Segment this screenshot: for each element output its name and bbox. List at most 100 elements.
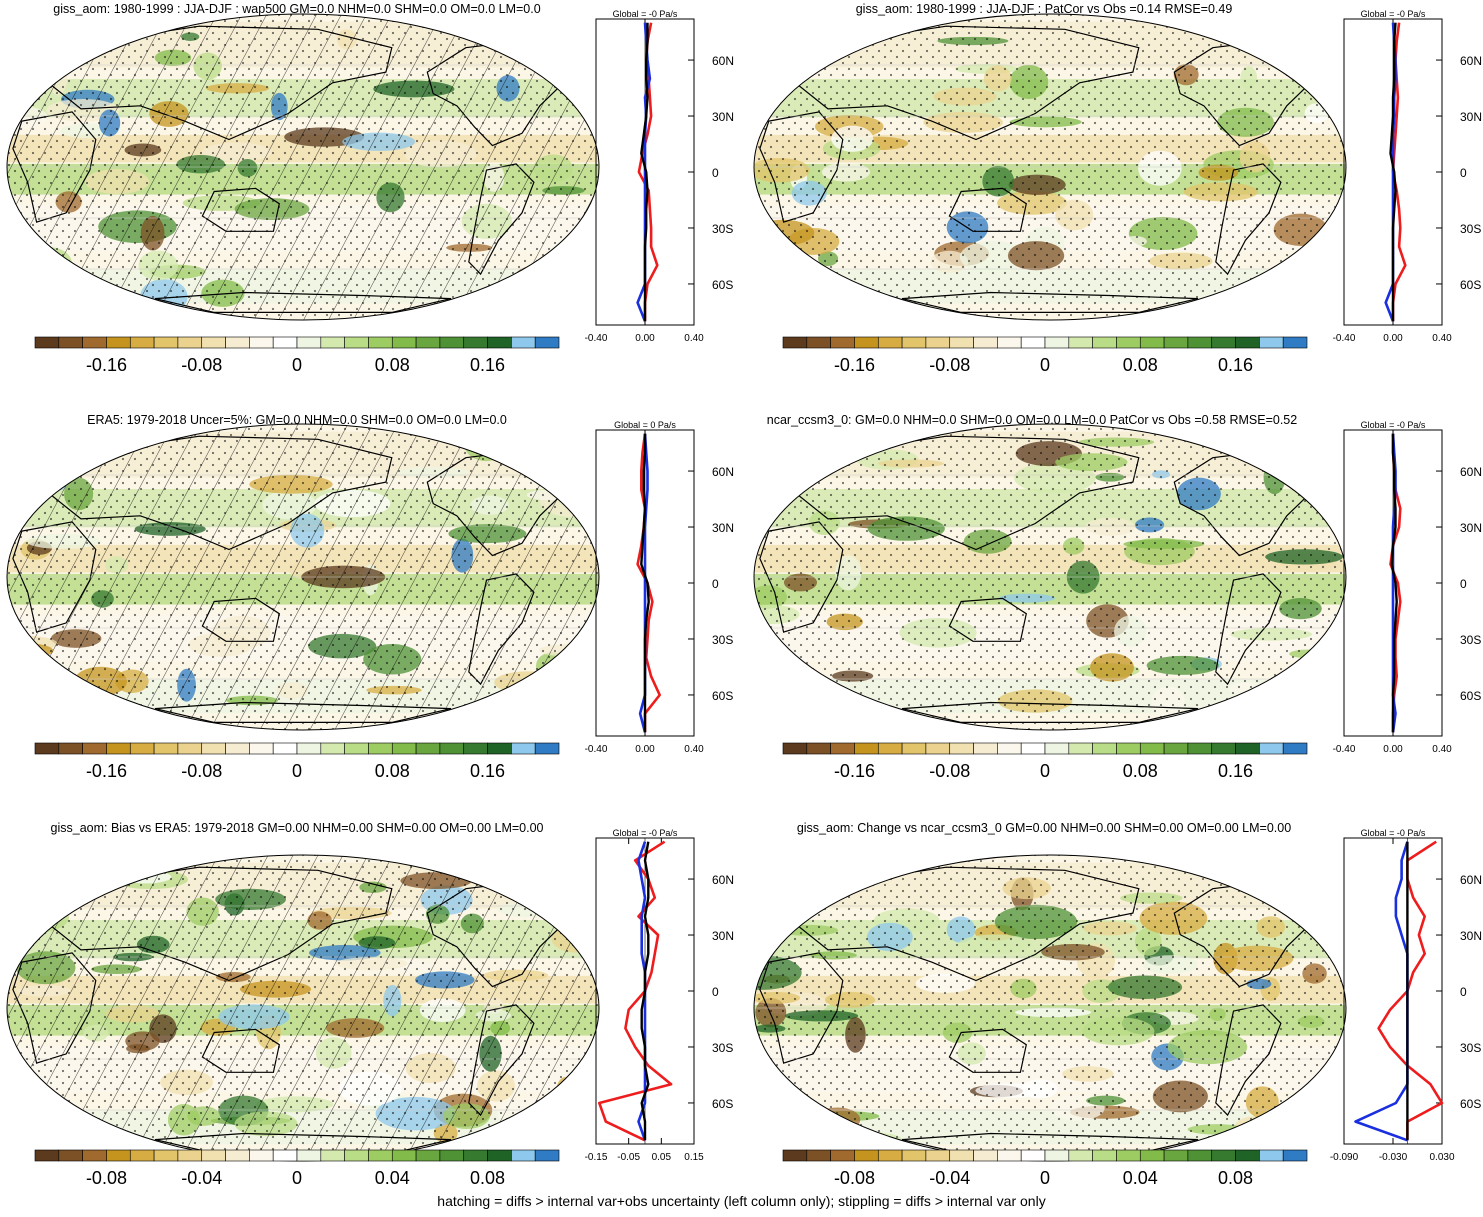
- zonal-profile: Global = -0 Pa/s -0.40 0.00 0.40 60N 30N 0 30S 6…: [1333, 9, 1482, 344]
- colorbar: -0.16 -0.08 0 0.08 0.16: [782, 336, 1308, 375]
- profile-lat-label: 30S: [712, 1041, 733, 1055]
- profile-xtick-label: -0.40: [1333, 744, 1356, 755]
- colorbar-swatch: [296, 742, 322, 755]
- colorbar-swatch: [177, 1149, 203, 1162]
- colorbar-label: 0.08: [375, 355, 410, 375]
- profile-series-black: [640, 22, 649, 322]
- colorbar-swatch: [877, 1149, 903, 1162]
- colorbar-label: -0.16: [86, 761, 127, 781]
- colorbar-label: 0.16: [470, 761, 505, 781]
- profile-lat-label: 30S: [712, 222, 733, 236]
- colorbar-swatch: [272, 336, 298, 349]
- field-blob: [64, 276, 93, 298]
- profile-lat-label: 30N: [1460, 521, 1482, 535]
- colorbar-label: -0.08: [181, 355, 222, 375]
- colorbar-swatch: [415, 742, 441, 755]
- colorbar-swatch: [830, 336, 855, 349]
- colorbar-swatch: [854, 336, 879, 349]
- profile-lat-label: 60S: [712, 1097, 733, 1111]
- field-blob: [774, 277, 791, 303]
- field-blob: [758, 855, 819, 887]
- field-blob: [576, 1133, 597, 1143]
- profile-lat-label: 60S: [712, 278, 733, 292]
- colorbar-swatch: [997, 742, 1022, 755]
- colorbar-label: 0.16: [470, 355, 505, 375]
- colorbar-swatch: [1235, 336, 1260, 349]
- profile-xtick-label: 0.40: [684, 333, 704, 344]
- field-blob: [1313, 1077, 1346, 1087]
- profile-xtick-label: -0.15: [585, 1152, 608, 1163]
- profile-xtick-label: 0.05: [652, 1152, 672, 1163]
- colorbar-label: -0.16: [834, 761, 875, 781]
- profile-xtick-label: -0.030: [1379, 1152, 1408, 1163]
- stipple-overlay: [754, 14, 1346, 320]
- colorbar-label: -0.04: [181, 1168, 222, 1188]
- colorbar-swatch: [201, 1149, 226, 1162]
- colorbar-swatch: [129, 742, 155, 755]
- profile-title: Global = -0 Pa/s: [613, 828, 678, 838]
- colorbar-swatch: [58, 336, 83, 349]
- colorbar: -0.08 -0.04 0 0.04 0.08: [34, 1149, 560, 1188]
- colorbar-swatch: [534, 336, 560, 349]
- colorbar-label: 0: [292, 761, 302, 781]
- colorbar-swatch: [34, 742, 60, 755]
- panel-6: giss_aom: Change vs ncar_ccsm3_0 GM=0.00…: [753, 821, 1482, 1188]
- colorbar-label: 0: [1040, 355, 1050, 375]
- hatch-overlay: [7, 855, 599, 1161]
- colorbar-swatch: [973, 1149, 998, 1162]
- colorbar-swatch: [177, 742, 203, 755]
- colorbar-label: 0.16: [1218, 355, 1253, 375]
- colorbar-swatch: [806, 1149, 831, 1162]
- colorbar-swatch: [201, 742, 226, 755]
- colorbar-swatch: [1211, 1149, 1236, 1162]
- colorbar-swatch: [1282, 336, 1308, 349]
- colorbar-swatch: [782, 742, 808, 755]
- colorbar-swatch: [415, 336, 441, 349]
- colorbar-swatch: [854, 742, 879, 755]
- profile-lat-label: 60N: [1460, 873, 1482, 887]
- profile-xtick-label: 0.00: [635, 744, 655, 755]
- profile-lat-label: 0: [1460, 985, 1467, 999]
- profile-series-black: [1390, 433, 1398, 733]
- profile-xtick-label: -0.40: [585, 333, 608, 344]
- profile-title: Global = -0 Pa/s: [613, 9, 678, 19]
- colorbar-swatch: [997, 336, 1022, 349]
- colorbar-swatch: [320, 336, 345, 349]
- colorbar-swatch: [82, 1149, 107, 1162]
- colorbar-swatch: [1044, 1149, 1070, 1162]
- colorbar: -0.16 -0.08 0 0.08 0.16: [782, 742, 1308, 781]
- colorbar-label: 0.08: [1218, 1168, 1253, 1188]
- colorbar-swatch: [1282, 1149, 1308, 1162]
- colorbar-swatch: [949, 336, 974, 349]
- colorbar-swatch: [901, 742, 927, 755]
- colorbar-swatch: [201, 336, 226, 349]
- profile-lat-label: 60N: [1460, 465, 1482, 479]
- colorbar-swatch: [368, 742, 393, 755]
- field-blob: [1304, 863, 1346, 881]
- colorbar-swatch: [1092, 336, 1117, 349]
- colorbar-swatch: [1187, 336, 1213, 349]
- map-field: [7, 14, 599, 320]
- panel-4: ncar_ccsm3_0: GM=0.0 NHM=0.0 SHM=0.0 OM=…: [753, 413, 1482, 781]
- field-blob: [836, 436, 918, 445]
- colorbar: -0.16 -0.08 0 0.08 0.16: [34, 336, 560, 375]
- colorbar-swatch: [272, 1149, 298, 1162]
- colorbar-swatch: [901, 336, 927, 349]
- colorbar-label: 0.08: [1123, 761, 1158, 781]
- colorbar-swatch: [296, 336, 322, 349]
- colorbar-swatch: [1187, 742, 1213, 755]
- map-outline: [6, 423, 600, 731]
- colorbar-swatch: [854, 1149, 879, 1162]
- profile-lat-label: 30N: [1460, 110, 1482, 124]
- map-outline: [753, 423, 1347, 731]
- colorbar-label: 0: [1040, 761, 1050, 781]
- colorbar-swatch: [249, 742, 274, 755]
- colorbar-swatch: [320, 742, 345, 755]
- footer-note: hatching = diffs > internal var+obs unce…: [437, 1193, 1046, 1209]
- profile-xtick-label: 0.030: [1429, 1152, 1454, 1163]
- profile-lat-label: 30N: [712, 110, 734, 124]
- colorbar-swatch: [1116, 1149, 1141, 1162]
- colorbar-swatch: [106, 742, 131, 755]
- colorbar-swatch: [1282, 742, 1308, 755]
